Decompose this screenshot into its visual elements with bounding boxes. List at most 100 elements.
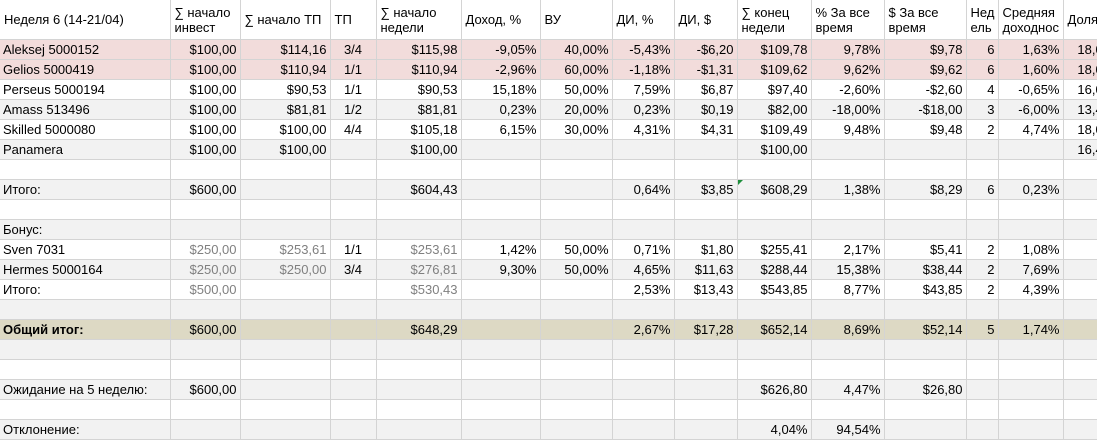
table-cell[interactable] (1063, 259, 1097, 280)
table-cell[interactable] (966, 359, 999, 380)
table-cell[interactable]: -$2,60 (884, 79, 967, 100)
table-cell[interactable] (540, 219, 613, 240)
table-cell[interactable] (540, 199, 613, 220)
table-cell[interactable] (811, 339, 885, 360)
table-cell[interactable] (674, 299, 738, 320)
table-cell[interactable] (1063, 379, 1097, 400)
table-cell[interactable] (170, 339, 241, 360)
table-cell[interactable] (170, 419, 241, 440)
table-cell[interactable]: 18,02% (1063, 59, 1097, 80)
table-cell[interactable]: $100,00 (240, 119, 331, 140)
table-cell[interactable]: 4,04% (737, 419, 812, 440)
table-cell[interactable] (376, 359, 462, 380)
table-cell[interactable]: $648,29 (376, 319, 462, 340)
table-cell[interactable] (811, 399, 885, 420)
table-cell[interactable]: 2 (966, 119, 999, 140)
table-cell[interactable]: 1/1 (330, 239, 377, 260)
table-cell[interactable]: 9,78% (811, 39, 885, 60)
table-cell[interactable] (540, 319, 613, 340)
table-cell[interactable] (540, 399, 613, 420)
table-cell[interactable] (998, 199, 1064, 220)
table-cell[interactable]: $43,85 (884, 279, 967, 300)
table-cell[interactable] (330, 399, 377, 420)
table-cell[interactable]: $17,28 (674, 319, 738, 340)
table-cell[interactable] (330, 339, 377, 360)
table-cell[interactable] (998, 299, 1064, 320)
table-cell[interactable] (674, 159, 738, 180)
table-cell[interactable] (1063, 399, 1097, 420)
col-header[interactable]: ДИ, $ (674, 0, 738, 40)
table-cell[interactable]: 13,48% (1063, 99, 1097, 120)
table-cell[interactable] (998, 139, 1064, 160)
table-cell[interactable] (674, 139, 738, 160)
table-cell[interactable] (461, 399, 541, 420)
table-cell[interactable] (966, 379, 999, 400)
table-cell[interactable]: $100,00 (170, 59, 241, 80)
table-cell[interactable]: 0,23% (612, 99, 675, 120)
table-cell[interactable]: $97,40 (737, 79, 812, 100)
table-cell[interactable] (461, 339, 541, 360)
table-cell[interactable] (376, 419, 462, 440)
table-cell[interactable] (170, 199, 241, 220)
table-cell[interactable]: 15,18% (461, 79, 541, 100)
table-cell[interactable] (330, 159, 377, 180)
table-cell[interactable]: $3,85 (674, 179, 738, 200)
table-cell[interactable]: 3 (966, 99, 999, 120)
row-label-cell[interactable] (0, 399, 171, 420)
table-cell[interactable]: $52,14 (884, 319, 967, 340)
table-cell[interactable]: $276,81 (376, 259, 462, 280)
row-label-cell[interactable]: Amass 513496 (0, 99, 171, 120)
table-cell[interactable] (674, 359, 738, 380)
table-cell[interactable]: $530,43 (376, 279, 462, 300)
table-cell[interactable] (998, 339, 1064, 360)
table-cell[interactable] (966, 299, 999, 320)
table-cell[interactable] (737, 159, 812, 180)
table-cell[interactable]: 6 (966, 59, 999, 80)
table-cell[interactable] (240, 179, 331, 200)
table-cell[interactable]: -$18,00 (884, 99, 967, 120)
table-cell[interactable] (461, 279, 541, 300)
table-cell[interactable]: 3/4 (330, 39, 377, 60)
table-cell[interactable] (884, 139, 967, 160)
table-cell[interactable] (811, 159, 885, 180)
table-cell[interactable] (1063, 279, 1097, 300)
row-label-cell[interactable]: Итого: (0, 279, 171, 300)
table-cell[interactable] (461, 319, 541, 340)
table-cell[interactable] (884, 159, 967, 180)
table-cell[interactable]: -$1,31 (674, 59, 738, 80)
table-cell[interactable] (461, 299, 541, 320)
table-cell[interactable] (330, 379, 377, 400)
table-cell[interactable]: -2,60% (811, 79, 885, 100)
table-cell[interactable] (612, 359, 675, 380)
table-cell[interactable]: 2 (966, 279, 999, 300)
table-cell[interactable]: $100,00 (170, 79, 241, 100)
table-cell[interactable]: $600,00 (170, 319, 241, 340)
table-cell[interactable]: $253,61 (240, 239, 331, 260)
col-header[interactable]: % За все время (811, 0, 885, 40)
table-cell[interactable] (966, 159, 999, 180)
table-cell[interactable] (674, 379, 738, 400)
col-header[interactable]: Средняя доходнос (998, 0, 1064, 40)
table-cell[interactable]: -9,05% (461, 39, 541, 60)
table-cell[interactable]: $626,80 (737, 379, 812, 400)
table-cell[interactable] (376, 199, 462, 220)
table-cell[interactable] (884, 339, 967, 360)
table-cell[interactable] (461, 139, 541, 160)
table-cell[interactable]: 50,00% (540, 239, 613, 260)
table-cell[interactable]: $8,29 (884, 179, 967, 200)
table-cell[interactable]: $250,00 (170, 259, 241, 280)
table-cell[interactable]: $100,00 (170, 99, 241, 120)
table-cell[interactable] (330, 359, 377, 380)
table-cell[interactable]: $115,98 (376, 39, 462, 60)
table-cell[interactable] (674, 339, 738, 360)
table-cell[interactable]: $5,41 (884, 239, 967, 260)
table-cell[interactable]: $100,00 (737, 139, 812, 160)
table-cell[interactable]: 40,00% (540, 39, 613, 60)
table-cell[interactable]: 50,00% (540, 79, 613, 100)
table-cell[interactable]: $81,81 (376, 99, 462, 120)
table-cell[interactable] (240, 359, 331, 380)
table-cell[interactable]: 4,31% (612, 119, 675, 140)
table-cell[interactable] (966, 139, 999, 160)
table-cell[interactable] (966, 399, 999, 420)
table-cell[interactable]: 2 (966, 259, 999, 280)
